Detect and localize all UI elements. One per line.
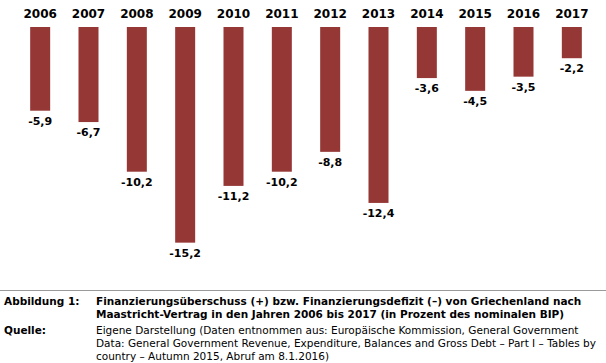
data-label: -15,2 — [169, 247, 201, 260]
data-label: -2,2 — [560, 62, 584, 75]
data-label: -8,8 — [318, 156, 342, 169]
data-label: -3,6 — [415, 82, 439, 95]
caption-label: Abbildung 1: — [4, 295, 94, 308]
chart: 2006 2007 2008 2009 2010 2011 2012 2013 2014 2015… — [0, 0, 606, 288]
bar — [562, 27, 582, 58]
data-label: -10,2 — [121, 176, 153, 189]
category-label: 2012 — [313, 7, 346, 21]
bar — [417, 27, 437, 78]
data-label: -5,9 — [28, 115, 52, 128]
category-label: 2017 — [555, 7, 588, 21]
data-label: -3,5 — [511, 81, 535, 94]
bar — [224, 27, 244, 186]
category-label: 2010 — [217, 7, 250, 21]
category-label: 2013 — [362, 7, 395, 21]
data-label: -10,2 — [266, 176, 298, 189]
category-label: 2009 — [168, 7, 201, 21]
category-label: 2014 — [410, 7, 443, 21]
caption-label: Quelle: — [4, 324, 94, 337]
caption-text: Finanzierungsüberschuss (+) bzw. Finanzi… — [96, 295, 604, 321]
category-label: 2016 — [507, 7, 540, 21]
bars — [30, 27, 582, 243]
category-label: 2011 — [265, 7, 298, 21]
category-label: 2008 — [120, 7, 153, 21]
bar — [514, 27, 534, 77]
data-label: -12,4 — [363, 207, 395, 220]
data-label: -6,7 — [76, 126, 100, 139]
bar — [369, 27, 389, 203]
caption-text: Eigene Darstellung (Daten entnommen aus:… — [96, 324, 604, 363]
bar — [465, 27, 485, 91]
category-label: 2006 — [23, 7, 56, 21]
data-label: -4,5 — [463, 95, 487, 108]
category-label: 2007 — [72, 7, 105, 21]
bar — [320, 27, 340, 152]
data-label: -11,2 — [218, 190, 250, 203]
bar — [127, 27, 147, 172]
category-label: 2015 — [458, 7, 491, 21]
bar — [272, 27, 292, 172]
bar — [175, 27, 195, 243]
bar — [30, 27, 50, 111]
separator — [0, 290, 606, 291]
bar — [79, 27, 99, 122]
